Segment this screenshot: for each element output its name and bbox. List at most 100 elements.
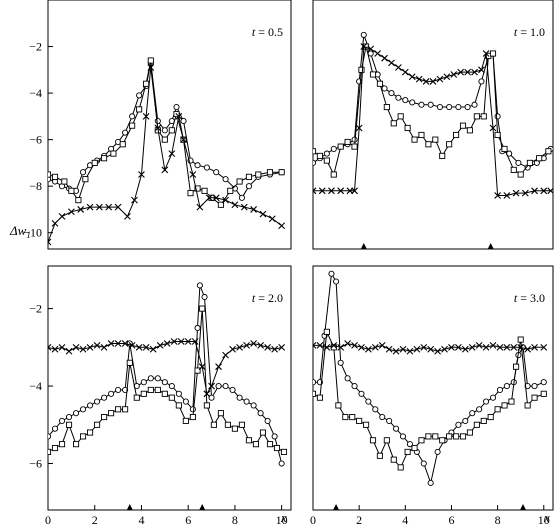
data-point-circle	[79, 169, 87, 176]
data-point-cross	[86, 343, 94, 351]
data-point-circle	[108, 390, 115, 397]
x-tick-label: 4	[402, 513, 408, 527]
data-point-square	[255, 171, 262, 178]
data-point-cross	[441, 345, 448, 353]
data-point-square	[494, 131, 501, 139]
data-point-square	[115, 406, 122, 413]
data-point-circle	[427, 479, 434, 486]
data-point-cross	[450, 71, 458, 78]
data-point-square	[236, 178, 243, 185]
data-point-circle	[257, 410, 264, 417]
data-point-circle	[136, 92, 143, 99]
data-point-circle	[540, 379, 547, 386]
data-point-cross	[540, 343, 548, 351]
data-point-square	[335, 402, 342, 409]
data-point-square	[266, 441, 274, 448]
data-point-square	[75, 197, 82, 204]
data-point-cross	[229, 345, 236, 353]
data-point-square	[133, 394, 140, 401]
data-point-cross	[337, 343, 345, 351]
series-line-circle	[313, 34, 552, 169]
data-point-square	[143, 80, 150, 87]
data-point-cross	[503, 192, 511, 199]
data-point-square	[536, 155, 543, 162]
data-point-square	[383, 103, 390, 111]
data-point-square	[147, 386, 154, 393]
data-point-cross	[318, 187, 326, 195]
x-tick-label: 10	[276, 513, 288, 527]
data-point-square	[161, 390, 168, 397]
data-point-square	[376, 80, 383, 87]
data-point-cross	[512, 189, 520, 197]
data-point-cross	[371, 343, 379, 351]
data-point-square	[383, 437, 390, 444]
data-point-cross	[415, 75, 423, 83]
data-point-cross	[250, 340, 258, 347]
data-point-cross	[385, 345, 393, 353]
panel-t-1-0: t = 1.0	[312, 0, 554, 250]
data-point-circle	[406, 441, 413, 448]
series-line-square	[313, 46, 549, 176]
data-point-cross	[278, 222, 286, 230]
data-point-square	[79, 433, 87, 440]
data-point-square	[168, 127, 175, 134]
x-tick-label: 0	[310, 513, 316, 527]
x-tick-label: 4	[138, 513, 144, 527]
data-point-cross	[471, 68, 478, 76]
x-tick-label: 6	[185, 513, 191, 527]
data-point-circle	[436, 103, 443, 111]
data-point-cross	[443, 73, 451, 81]
data-point-square	[404, 448, 411, 455]
data-point-cross	[547, 187, 553, 195]
data-point-circle	[420, 460, 427, 467]
data-point-square	[91, 159, 98, 166]
data-point-cross	[482, 50, 490, 57]
axis-triangle-marker	[360, 243, 367, 249]
data-point-square	[404, 124, 411, 132]
data-point-square	[356, 417, 363, 424]
data-point-circle	[51, 425, 59, 432]
panel-t-2-0: −2 −4 −6 0 2 4 6 8 10 t = 2.0	[29, 265, 292, 527]
data-point-cross	[191, 338, 199, 345]
data-point-square	[473, 421, 480, 428]
data-point-cross	[154, 124, 162, 132]
data-point-cross	[494, 192, 502, 199]
data-point-cross	[531, 187, 538, 195]
data-point-cross	[388, 59, 395, 67]
x-axis-label-left: x	[280, 510, 287, 525]
panel-time-label: t = 3.0	[514, 291, 545, 305]
y-tick-label: −2	[29, 40, 42, 54]
data-point-square	[517, 171, 524, 178]
data-point-cross	[268, 215, 276, 223]
data-point-square	[161, 136, 168, 143]
data-point-circle	[243, 398, 250, 405]
plot-data	[313, 31, 553, 199]
data-point-square	[65, 421, 73, 428]
data-point-cross	[131, 196, 138, 204]
data-point-cross	[149, 345, 157, 353]
data-point-square	[480, 113, 487, 120]
data-point-cross	[138, 171, 145, 178]
data-point-cross	[177, 338, 185, 345]
data-point-square	[136, 106, 143, 113]
data-point-cross	[521, 189, 529, 197]
data-point-square	[316, 394, 323, 401]
data-point-square	[323, 157, 330, 164]
data-point-circle	[333, 278, 340, 285]
data-point-circle	[476, 406, 483, 413]
data-point-square	[259, 429, 267, 436]
data-point-circle	[161, 379, 168, 386]
data-point-cross	[351, 342, 358, 349]
data-point-square	[494, 406, 501, 413]
data-point-circle	[446, 103, 453, 111]
data-point-cross	[434, 347, 442, 355]
data-point-square	[72, 441, 80, 448]
data-point-cross	[364, 345, 372, 353]
data-point-square	[101, 155, 108, 162]
data-point-cross	[86, 203, 94, 211]
y-tick-label: −10	[23, 226, 42, 240]
data-point-circle	[271, 433, 278, 440]
data-point-circle	[173, 103, 180, 111]
data-point-circle	[222, 176, 229, 183]
data-point-circle	[215, 383, 222, 390]
